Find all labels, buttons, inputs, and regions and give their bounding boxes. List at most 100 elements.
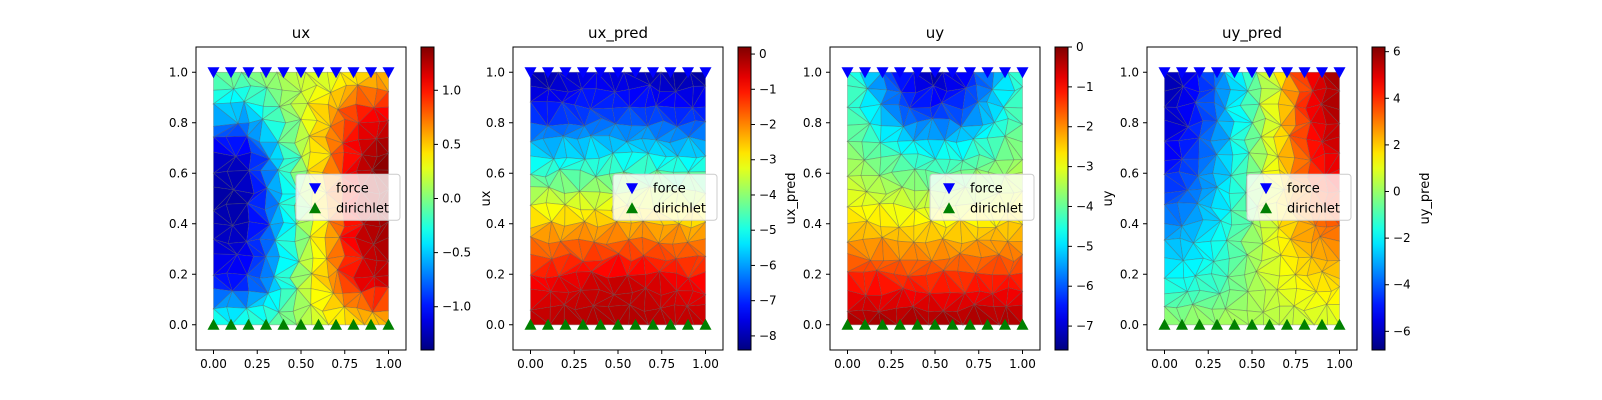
force-marker (612, 67, 624, 79)
mesh-triangle (1321, 259, 1340, 280)
mesh-triangle (1321, 136, 1340, 154)
dirichlet-marker (1333, 318, 1346, 330)
mesh-triangle (896, 140, 915, 156)
colorbar-tick-label: 0 (1393, 185, 1401, 199)
mesh-triangle (1273, 135, 1291, 158)
mesh-triangle (1008, 274, 1024, 293)
mesh-triangle (641, 125, 657, 141)
mesh-triangle (944, 158, 964, 177)
y-tick-label: 0.6 (486, 166, 505, 180)
force-marker (330, 67, 342, 79)
legend-force-label: force (653, 181, 686, 196)
dirichlet-marker (612, 318, 624, 330)
x-tick-label: 0.25 (878, 357, 905, 371)
mesh-triangle (375, 137, 390, 158)
mesh-triangle (847, 188, 868, 208)
y-tick-label: 0.0 (169, 318, 188, 332)
mesh-triangle (212, 88, 235, 105)
force-marker (911, 67, 924, 79)
x-tick-label: 1.00 (375, 357, 402, 371)
x-tick-label: 0.50 (1239, 357, 1266, 371)
mesh-triangle (863, 270, 878, 298)
x-tick-label: 0.75 (1282, 357, 1309, 371)
colorbar-tick-label: −4 (1076, 199, 1094, 213)
mesh-triangle (862, 259, 878, 273)
colorbar-tick-label: −3 (759, 153, 777, 167)
mesh-triangle (1261, 153, 1279, 173)
mesh-triangle (1277, 103, 1296, 127)
dirichlet-marker (1316, 318, 1328, 330)
mesh-triangle (986, 88, 1005, 109)
mesh-triangle (1226, 274, 1249, 293)
mesh-triangle (306, 151, 333, 172)
mesh-triangle (278, 311, 298, 326)
mesh-triangle (877, 287, 904, 313)
mesh-triangle (259, 158, 279, 172)
mesh-triangle (225, 189, 249, 205)
colorbar-tick-label: −7 (759, 294, 777, 308)
y-tick-label: 0.4 (803, 217, 822, 231)
chart-title: ux_pred (588, 24, 648, 43)
mesh-triangle (688, 278, 706, 296)
mesh-triangle (225, 135, 248, 158)
mesh-triangle (246, 273, 270, 294)
force-marker (1333, 67, 1346, 79)
mesh-triangle (974, 159, 997, 173)
mesh-triangle (1196, 71, 1216, 93)
mesh-triangle (846, 140, 865, 162)
mesh-triangle (898, 90, 911, 109)
mesh-triangle (1181, 219, 1204, 244)
mesh-triangle (942, 71, 968, 92)
mesh-triangle (593, 221, 618, 244)
mesh-triangle (564, 203, 586, 227)
legend: force dirichlet (929, 173, 1035, 221)
mesh-triangle (592, 304, 619, 326)
colorbar-tick-label: −2 (1076, 120, 1094, 134)
mesh-triangle (1006, 240, 1023, 256)
mesh-triangle (583, 209, 599, 228)
mesh-triangle (232, 169, 255, 195)
mesh-triangle (1225, 308, 1250, 326)
mesh-triangle (246, 255, 267, 276)
mesh-triangle (892, 186, 916, 211)
mesh-triangle (674, 71, 694, 93)
mesh-triangle (1258, 88, 1283, 105)
mesh-triangle (309, 236, 328, 260)
dirichlet-marker (260, 318, 272, 330)
mesh-triangle (564, 190, 581, 206)
mesh-triangle (975, 84, 994, 103)
mesh-triangle (628, 84, 652, 108)
mesh-triangle (246, 241, 268, 258)
mesh-triangle (859, 87, 882, 109)
x-tick-label: 0.50 (605, 357, 632, 371)
mesh-triangle (289, 102, 309, 121)
dirichlet-marker (382, 318, 395, 330)
mesh-triangle (865, 294, 883, 313)
mesh-triangle (863, 141, 882, 161)
colorbar-tick-label: −1 (1076, 80, 1094, 94)
dirichlet-marker (629, 318, 642, 330)
dirichlet-marker (682, 318, 694, 330)
y-tick-label: 0.2 (169, 267, 188, 281)
mesh-triangle (869, 102, 882, 127)
mesh-triangle (1255, 270, 1281, 291)
mesh-triangle (642, 254, 667, 273)
mesh-triangle (689, 71, 707, 87)
mesh-triangle (956, 303, 976, 326)
panel-4: 0.00 0.25 0.50 0.75 1.00 0.0 0.2 0.4 0.6 0.8 1.0 uy… (1120, 24, 1433, 371)
mesh-triangle (655, 139, 678, 157)
mesh-triangle (614, 123, 633, 143)
mesh-triangle (616, 303, 631, 326)
legend-dirichlet-marker (626, 202, 638, 214)
x-tick-label: 0.75 (648, 357, 675, 371)
colorbar-tick-label: −2 (759, 118, 777, 132)
mesh-triangle (1255, 254, 1282, 277)
y-tick-label: 0.0 (803, 318, 822, 332)
mesh-triangle (212, 224, 234, 244)
mesh-triangle (641, 220, 660, 244)
mesh-triangle (300, 151, 311, 173)
mesh-triangle (1180, 202, 1204, 227)
x-tick-label: 1.00 (1326, 357, 1353, 371)
mesh-triangle (229, 101, 245, 125)
dirichlet-marker (242, 318, 255, 330)
